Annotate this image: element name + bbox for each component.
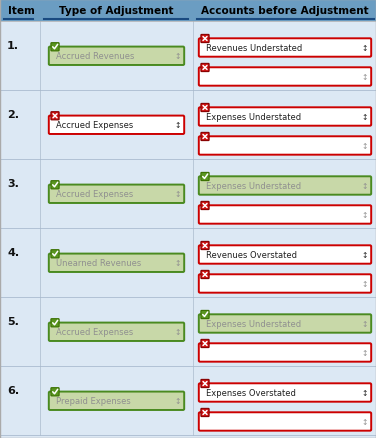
FancyBboxPatch shape bbox=[51, 319, 59, 327]
Text: Expenses Overstated: Expenses Overstated bbox=[206, 388, 296, 397]
FancyBboxPatch shape bbox=[201, 64, 209, 72]
FancyBboxPatch shape bbox=[199, 246, 371, 264]
Text: ↕: ↕ bbox=[175, 190, 181, 199]
FancyBboxPatch shape bbox=[199, 412, 371, 431]
Text: ↕: ↕ bbox=[362, 44, 368, 53]
FancyBboxPatch shape bbox=[201, 242, 209, 250]
Text: ↕: ↕ bbox=[362, 141, 368, 151]
FancyBboxPatch shape bbox=[49, 392, 184, 410]
Bar bbox=[0, 0, 376, 22]
FancyBboxPatch shape bbox=[199, 68, 371, 86]
FancyBboxPatch shape bbox=[49, 323, 184, 341]
Text: Type of Adjustment: Type of Adjustment bbox=[59, 6, 174, 16]
Text: 1.: 1. bbox=[7, 41, 19, 51]
FancyBboxPatch shape bbox=[49, 185, 184, 204]
Text: Item: Item bbox=[8, 6, 35, 16]
FancyBboxPatch shape bbox=[201, 202, 209, 210]
Text: ↕: ↕ bbox=[175, 121, 181, 130]
Text: 4.: 4. bbox=[7, 247, 19, 258]
Text: ↕: ↕ bbox=[362, 211, 368, 219]
Text: 2.: 2. bbox=[7, 110, 19, 120]
Text: Unearned Revenues: Unearned Revenues bbox=[56, 259, 141, 268]
Text: Accounts before Adjustment: Accounts before Adjustment bbox=[201, 6, 368, 16]
FancyBboxPatch shape bbox=[51, 43, 59, 52]
Text: 6.: 6. bbox=[7, 385, 19, 395]
FancyBboxPatch shape bbox=[201, 173, 209, 181]
FancyBboxPatch shape bbox=[51, 250, 59, 258]
FancyBboxPatch shape bbox=[49, 117, 184, 134]
FancyBboxPatch shape bbox=[199, 343, 371, 362]
Text: ↕: ↕ bbox=[175, 259, 181, 268]
FancyBboxPatch shape bbox=[199, 206, 371, 224]
Text: ↕: ↕ bbox=[175, 52, 181, 61]
FancyBboxPatch shape bbox=[201, 35, 209, 43]
Text: ↕: ↕ bbox=[362, 417, 368, 426]
Text: ↕: ↕ bbox=[362, 113, 368, 122]
FancyBboxPatch shape bbox=[201, 311, 209, 319]
Bar bbox=[0, 366, 376, 435]
Text: Accrued Expenses: Accrued Expenses bbox=[56, 328, 133, 336]
Text: Accrued Expenses: Accrued Expenses bbox=[56, 190, 133, 199]
FancyBboxPatch shape bbox=[201, 271, 209, 279]
Text: Revenues Understated: Revenues Understated bbox=[206, 44, 302, 53]
FancyBboxPatch shape bbox=[199, 275, 371, 293]
Bar bbox=[0, 22, 376, 91]
FancyBboxPatch shape bbox=[199, 314, 371, 333]
Text: Expenses Understated: Expenses Understated bbox=[206, 113, 301, 122]
FancyBboxPatch shape bbox=[49, 47, 184, 66]
Bar bbox=[0, 229, 376, 297]
FancyBboxPatch shape bbox=[201, 104, 209, 112]
Text: Expenses Understated: Expenses Understated bbox=[206, 319, 301, 328]
FancyBboxPatch shape bbox=[51, 113, 59, 120]
Text: ↕: ↕ bbox=[362, 388, 368, 397]
Text: ↕: ↕ bbox=[362, 279, 368, 288]
FancyBboxPatch shape bbox=[201, 339, 209, 348]
Bar bbox=[0, 159, 376, 229]
FancyBboxPatch shape bbox=[201, 380, 209, 388]
FancyBboxPatch shape bbox=[51, 388, 59, 396]
FancyBboxPatch shape bbox=[199, 137, 371, 155]
Text: 5.: 5. bbox=[7, 316, 19, 326]
Text: Revenues Overstated: Revenues Overstated bbox=[206, 251, 297, 259]
FancyBboxPatch shape bbox=[201, 409, 209, 417]
FancyBboxPatch shape bbox=[199, 383, 371, 402]
Text: ↕: ↕ bbox=[362, 251, 368, 259]
FancyBboxPatch shape bbox=[201, 133, 209, 141]
FancyBboxPatch shape bbox=[199, 108, 371, 127]
Bar bbox=[0, 297, 376, 366]
Text: Accrued Revenues: Accrued Revenues bbox=[56, 52, 134, 61]
Text: ↕: ↕ bbox=[362, 319, 368, 328]
Text: Accrued Expenses: Accrued Expenses bbox=[56, 121, 133, 130]
Text: ↕: ↕ bbox=[175, 396, 181, 405]
Text: ↕: ↕ bbox=[362, 348, 368, 357]
FancyBboxPatch shape bbox=[51, 181, 59, 190]
FancyBboxPatch shape bbox=[199, 177, 371, 195]
FancyBboxPatch shape bbox=[199, 39, 371, 57]
Text: ↕: ↕ bbox=[362, 73, 368, 82]
Text: Expenses Understated: Expenses Understated bbox=[206, 182, 301, 191]
Bar bbox=[0, 91, 376, 159]
Text: ↕: ↕ bbox=[175, 328, 181, 336]
FancyBboxPatch shape bbox=[49, 254, 184, 272]
Text: Prepaid Expenses: Prepaid Expenses bbox=[56, 396, 131, 405]
Text: ↕: ↕ bbox=[362, 182, 368, 191]
Text: 3.: 3. bbox=[7, 179, 19, 189]
